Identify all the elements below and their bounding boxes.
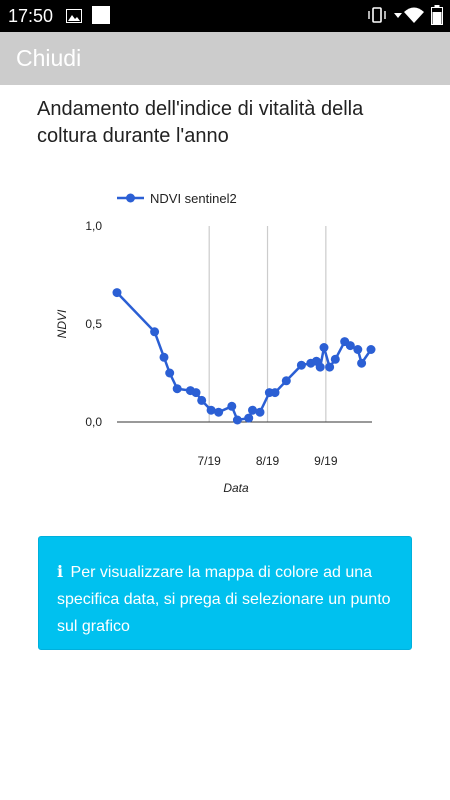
image-notification-icon: [66, 9, 82, 23]
status-time: 17:50: [8, 6, 54, 26]
status-bar: 17:50: [0, 0, 450, 32]
placeholder-notification-icon: [92, 6, 110, 24]
data-point[interactable]: [206, 405, 216, 415]
data-point[interactable]: [353, 345, 363, 354]
data-point[interactable]: [232, 415, 242, 425]
data-point[interactable]: [345, 341, 355, 351]
y-tick-label: 0,5: [85, 317, 102, 331]
battery-icon: [431, 5, 443, 25]
x-tick-label: 7/19: [198, 454, 222, 468]
x-axis-ticks: 7/19 8/19 9/19: [198, 454, 338, 468]
data-point[interactable]: [315, 362, 325, 372]
wifi-icon: [404, 7, 424, 23]
data-point[interactable]: [357, 358, 367, 368]
data-point[interactable]: [214, 407, 224, 417]
data-point[interactable]: [281, 376, 291, 386]
legend-series-label: NDVI sentinel2: [150, 191, 237, 206]
data-point[interactable]: [150, 327, 160, 337]
x-tick-label: 9/19: [314, 454, 338, 468]
data-point[interactable]: [296, 360, 306, 370]
data-point[interactable]: [244, 413, 254, 423]
x-axis-title: Data: [223, 481, 249, 495]
info-icon: i: [57, 562, 64, 581]
data-point[interactable]: [227, 401, 237, 411]
data-point[interactable]: [270, 388, 280, 398]
y-axis-title: NDVI: [55, 309, 69, 338]
data-point[interactable]: [366, 345, 376, 354]
data-point[interactable]: [248, 405, 257, 415]
data-point[interactable]: [112, 288, 122, 298]
data-point[interactable]: [191, 388, 201, 398]
y-tick-label: 0,0: [85, 415, 102, 429]
data-point[interactable]: [325, 362, 335, 372]
data-point[interactable]: [172, 384, 182, 394]
app-bar: Chiudi: [0, 32, 450, 85]
data-point[interactable]: [159, 352, 169, 362]
data-point[interactable]: [165, 368, 175, 378]
chart-legend[interactable]: NDVI sentinel2: [117, 191, 237, 206]
vibrate-icon: [368, 7, 386, 23]
ndvi-chart[interactable]: NDVI sentinel2 0,0 0,5 1,0 7/19 8/19 9/19 Da…: [0, 178, 450, 508]
data-point[interactable]: [319, 343, 329, 352]
page-title: Andamento dell'indice di vitalità della …: [37, 98, 364, 147]
y-tick-label: 1,0: [85, 219, 102, 233]
legend-point-marker: [126, 193, 135, 203]
series-points[interactable]: [112, 288, 376, 425]
data-point[interactable]: [255, 407, 265, 417]
data-arrow-icon: [394, 13, 402, 18]
x-tick-label: 8/19: [256, 454, 280, 468]
y-axis-ticks: 0,0 0,5 1,0: [85, 219, 102, 429]
data-point[interactable]: [197, 395, 207, 405]
close-button[interactable]: Chiudi: [16, 45, 82, 71]
info-text: Per visualizzare la mappa di colore ad u…: [57, 564, 391, 635]
info-message: i Per visualizzare la mappa di colore ad…: [38, 536, 412, 650]
data-point[interactable]: [330, 354, 340, 364]
